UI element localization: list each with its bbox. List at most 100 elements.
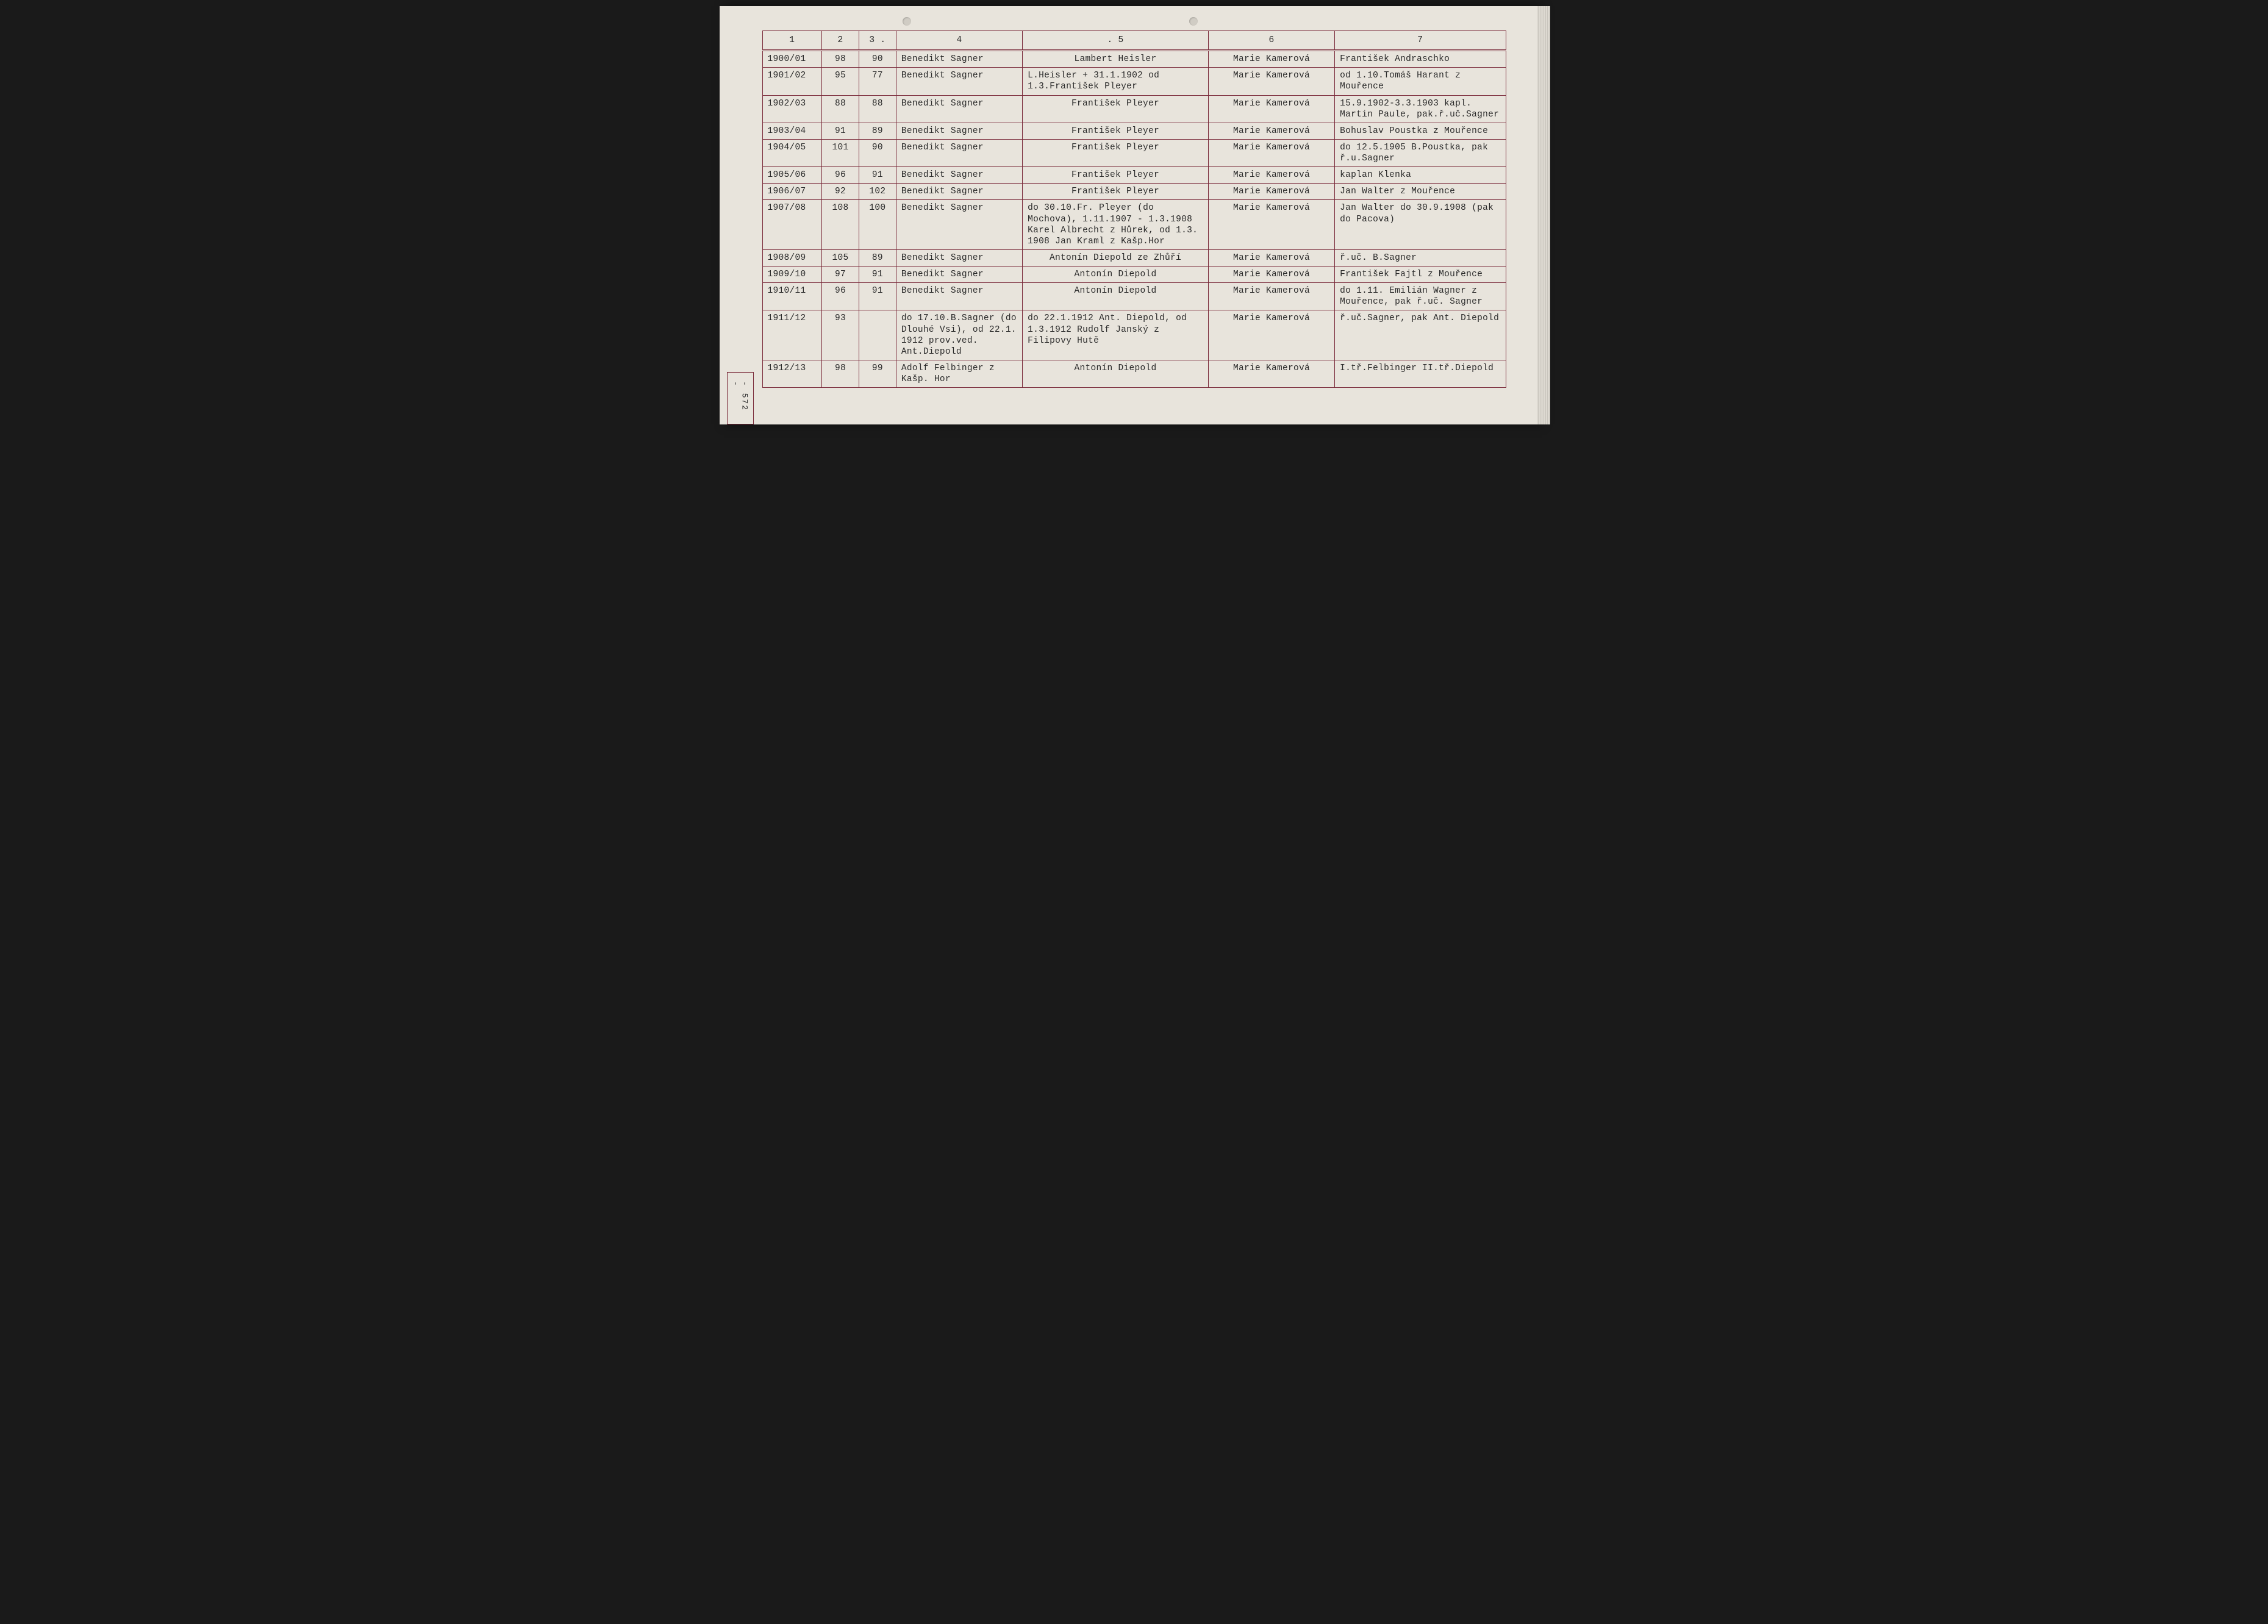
table-cell: Antonín Diepold	[1023, 360, 1209, 387]
table-cell: František Pleyer	[1023, 123, 1209, 139]
table-cell: 1901/02	[762, 68, 822, 95]
col-header-4: 4	[896, 31, 1022, 51]
table-cell: Benedikt Sagner	[896, 266, 1022, 283]
page-stack-edges	[1537, 6, 1550, 424]
table-cell: 1900/01	[762, 51, 822, 68]
table-cell: kaplan Klenka	[1335, 167, 1506, 184]
table-cell: 99	[859, 360, 896, 387]
table-row: 1908/0910589Benedikt SagnerAntonín Diepo…	[762, 249, 1506, 266]
table-cell: Marie Kamerová	[1208, 167, 1334, 184]
table-cell: do 30.10.Fr. Pleyer (do Mochova), 1.11.1…	[1023, 200, 1209, 250]
table-cell: Adolf Felbinger z Kašp. Hor	[896, 360, 1022, 387]
table-cell: František Pleyer	[1023, 95, 1209, 123]
table-cell: František Pleyer	[1023, 139, 1209, 166]
table-cell: Benedikt Sagner	[896, 167, 1022, 184]
table-cell: 92	[822, 184, 859, 200]
table-cell: ř.uč.Sagner, pak Ant. Diepold	[1335, 310, 1506, 360]
table-cell: Marie Kamerová	[1208, 51, 1334, 68]
table-cell: Benedikt Sagner	[896, 95, 1022, 123]
table-cell: 91	[859, 167, 896, 184]
table-cell: Marie Kamerová	[1208, 200, 1334, 250]
table-cell: 1902/03	[762, 95, 822, 123]
table-row: 1910/119691Benedikt SagnerAntonín Diepol…	[762, 283, 1506, 310]
table-cell: Marie Kamerová	[1208, 139, 1334, 166]
table-cell: do 22.1.1912 Ant. Diepold, od 1.3.1912 R…	[1023, 310, 1209, 360]
table-cell: Marie Kamerová	[1208, 95, 1334, 123]
table-row: 1902/038888Benedikt SagnerFrantišek Pley…	[762, 95, 1506, 123]
table-cell: Benedikt Sagner	[896, 139, 1022, 166]
table-cell: 1912/13	[762, 360, 822, 387]
table-cell: Marie Kamerová	[1208, 266, 1334, 283]
table-cell: 90	[859, 139, 896, 166]
table-row: 1900/019890Benedikt SagnerLambert Heisle…	[762, 51, 1506, 68]
table-cell: Antonín Diepold	[1023, 283, 1209, 310]
col-header-6: 6	[1208, 31, 1334, 51]
table-cell: 1911/12	[762, 310, 822, 360]
table-cell: Lambert Heisler	[1023, 51, 1209, 68]
table-cell: Benedikt Sagner	[896, 68, 1022, 95]
table-cell: Marie Kamerová	[1208, 283, 1334, 310]
table-cell: 102	[859, 184, 896, 200]
table-cell: 88	[822, 95, 859, 123]
page-number-side-label: - 572 -	[727, 372, 754, 424]
table-cell: 95	[822, 68, 859, 95]
document-page: - 572 - 1 2 3 . 4 . 5 6 7 1900/019890Ben…	[720, 6, 1537, 424]
table-cell: František Pleyer	[1023, 184, 1209, 200]
table-cell: 91	[822, 123, 859, 139]
table-cell: Marie Kamerová	[1208, 360, 1334, 387]
col-header-5: . 5	[1023, 31, 1209, 51]
punch-hole-left	[903, 17, 911, 26]
table-row: 1904/0510190Benedikt SagnerFrantišek Ple…	[762, 139, 1506, 166]
table-cell: 98	[822, 360, 859, 387]
table-cell: 1910/11	[762, 283, 822, 310]
records-table: 1 2 3 . 4 . 5 6 7 1900/019890Benedikt Sa…	[762, 30, 1506, 388]
table-cell: ř.uč. B.Sagner	[1335, 249, 1506, 266]
table-cell: 1906/07	[762, 184, 822, 200]
table-cell: od 1.10.Tomáš Harant z Mouřence	[1335, 68, 1506, 95]
table-cell: Jan Walter z Mouřence	[1335, 184, 1506, 200]
table-cell: 91	[859, 266, 896, 283]
table-cell: Marie Kamerová	[1208, 310, 1334, 360]
table-row: 1909/109791Benedikt SagnerAntonín Diepol…	[762, 266, 1506, 283]
table-cell: Marie Kamerová	[1208, 184, 1334, 200]
table-cell: 108	[822, 200, 859, 250]
table-cell: 98	[822, 51, 859, 68]
table-cell: Antonín Diepold	[1023, 266, 1209, 283]
table-cell: Benedikt Sagner	[896, 200, 1022, 250]
table-row: 1905/069691Benedikt SagnerFrantišek Pley…	[762, 167, 1506, 184]
table-cell: 96	[822, 283, 859, 310]
table-cell: 1909/10	[762, 266, 822, 283]
table-cell: 1904/05	[762, 139, 822, 166]
table-cell: Marie Kamerová	[1208, 123, 1334, 139]
table-cell: 1907/08	[762, 200, 822, 250]
table-cell: L.Heisler + 31.1.1902 od 1.3.František P…	[1023, 68, 1209, 95]
table-body: 1900/019890Benedikt SagnerLambert Heisle…	[762, 51, 1506, 388]
table-cell: 91	[859, 283, 896, 310]
table-cell: František Andraschko	[1335, 51, 1506, 68]
col-header-2: 2	[822, 31, 859, 51]
table-cell: 101	[822, 139, 859, 166]
table-cell: 1905/06	[762, 167, 822, 184]
table-header: 1 2 3 . 4 . 5 6 7	[762, 31, 1506, 51]
table-cell: Marie Kamerová	[1208, 68, 1334, 95]
table-cell: Antonín Diepold ze Zhůří	[1023, 249, 1209, 266]
table-cell: 1903/04	[762, 123, 822, 139]
table-cell: Benedikt Sagner	[896, 249, 1022, 266]
table-cell: 105	[822, 249, 859, 266]
table-cell: 93	[822, 310, 859, 360]
table-cell	[859, 310, 896, 360]
table-cell: 89	[859, 123, 896, 139]
punch-hole-right	[1189, 17, 1198, 26]
table-cell: Benedikt Sagner	[896, 283, 1022, 310]
col-header-1: 1	[762, 31, 822, 51]
table-cell: 88	[859, 95, 896, 123]
table-row: 1907/08108100Benedikt Sagnerdo 30.10.Fr.…	[762, 200, 1506, 250]
col-header-3: 3 .	[859, 31, 896, 51]
table-cell: 97	[822, 266, 859, 283]
table-cell: 15.9.1902-3.3.1903 kapl. Martin Paule, p…	[1335, 95, 1506, 123]
table-cell: Benedikt Sagner	[896, 184, 1022, 200]
table-cell: Jan Walter do 30.9.1908 (pak do Pacova)	[1335, 200, 1506, 250]
table-cell: 89	[859, 249, 896, 266]
table-cell: Benedikt Sagner	[896, 51, 1022, 68]
table-cell: Marie Kamerová	[1208, 249, 1334, 266]
